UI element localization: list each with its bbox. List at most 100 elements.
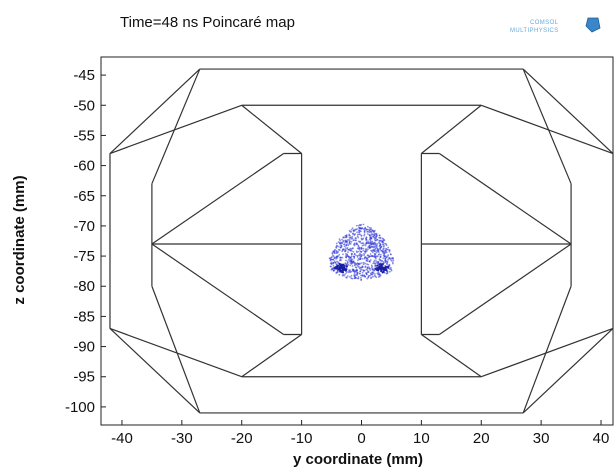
particle-point: [348, 259, 351, 261]
dense-particle-point-1: [378, 263, 381, 266]
dense-particle-point-0: [340, 266, 343, 269]
geometry-edge-8: [109, 327, 242, 378]
particle-point: [360, 279, 362, 281]
particle-point: [329, 262, 332, 265]
particle-point: [338, 259, 341, 262]
x-axis-ticks: -40 -30 -20 -10 0 10 20 30 40: [111, 420, 609, 447]
geometry-edge-22: [522, 328, 614, 414]
particle-point: [346, 255, 349, 257]
particle-point: [361, 262, 363, 264]
particle-point: [352, 268, 355, 271]
particle-point: [383, 247, 385, 250]
particle-point: [351, 235, 354, 238]
y-tick-label: -85: [73, 308, 95, 325]
particle-point: [372, 242, 374, 245]
particle-point: [351, 233, 354, 235]
particle-point: [342, 239, 345, 242]
particle-point: [340, 246, 342, 249]
particle-point: [349, 276, 351, 278]
particle-point: [385, 263, 388, 265]
particle-point: [345, 244, 348, 247]
particle-point: [390, 253, 392, 256]
particle-cloud-layer: [328, 223, 395, 281]
particle-point: [369, 239, 372, 242]
particle-point: [336, 257, 339, 259]
particle-point: [350, 263, 353, 265]
dense-particle-point-1: [375, 268, 378, 271]
particle-point: [343, 274, 345, 277]
particle-point: [361, 227, 364, 230]
particle-point: [352, 229, 355, 232]
particle-point: [350, 252, 353, 255]
geometry-edge-31: [438, 243, 572, 336]
y-tick-label: -65: [73, 188, 95, 205]
chart-title: Time=48 ns Poincaré map: [120, 14, 295, 31]
particle-point: [354, 274, 357, 276]
particle-point: [375, 257, 377, 260]
particle-point: [361, 271, 364, 274]
dense-particle-point-1: [380, 264, 383, 267]
particle-point: [349, 234, 351, 237]
particle-point: [363, 254, 365, 257]
particle-point: [364, 250, 366, 253]
particle-point: [338, 238, 341, 241]
particle-point: [349, 270, 351, 273]
particle-point: [359, 252, 361, 255]
particle-point: [392, 259, 395, 262]
geometry-edge-25: [420, 104, 482, 154]
particle-point: [337, 245, 340, 248]
particle-point: [361, 238, 364, 241]
particle-point: [374, 265, 377, 268]
y-tick-label: -100: [65, 399, 95, 416]
particle-point: [361, 266, 364, 269]
particle-point: [371, 271, 374, 274]
geometry-edge-30: [438, 153, 572, 245]
particle-point: [385, 244, 388, 247]
particle-point: [363, 229, 366, 232]
particle-point: [344, 236, 346, 239]
particle-point: [382, 238, 385, 241]
particle-point: [361, 258, 364, 260]
particle-point: [363, 275, 366, 278]
particle-point: [345, 276, 348, 279]
particle-point: [379, 253, 382, 256]
particle-point: [370, 233, 373, 236]
x-tick-label: -20: [231, 430, 253, 447]
particle-point: [373, 241, 376, 244]
particle-point: [337, 241, 340, 244]
particle-point: [356, 235, 359, 238]
dense-particle-point-1: [384, 267, 387, 270]
y-tick-label: -90: [73, 339, 95, 356]
particle-point: [356, 231, 358, 234]
dense-particle-point-1: [381, 263, 384, 266]
particle-point: [367, 246, 370, 249]
particle-point: [369, 260, 371, 263]
particle-point: [365, 257, 368, 260]
particle-point: [366, 254, 369, 257]
particle-point: [390, 259, 393, 262]
particle-point: [359, 257, 362, 260]
particle-point: [345, 259, 347, 262]
particle-point: [349, 256, 352, 259]
particle-point: [369, 246, 372, 249]
particle-point: [354, 269, 356, 272]
y-tick-label: -60: [73, 158, 95, 175]
particle-point: [358, 266, 361, 269]
particle-point: [357, 276, 360, 278]
particle-point: [373, 246, 375, 249]
particle-point: [377, 254, 380, 256]
particle-point: [370, 228, 373, 231]
particle-point: [378, 239, 381, 242]
particle-point: [367, 242, 370, 244]
particle-point: [375, 233, 378, 236]
particle-point: [382, 246, 385, 248]
particle-point: [339, 257, 341, 259]
particle-point: [356, 273, 359, 276]
particle-point: [346, 239, 349, 241]
particle-point: [360, 274, 362, 277]
particle-point: [355, 254, 357, 257]
particle-point: [362, 242, 365, 244]
particle-point: [385, 272, 388, 275]
particle-point: [337, 261, 339, 264]
geometry-edge-18: [151, 286, 201, 414]
